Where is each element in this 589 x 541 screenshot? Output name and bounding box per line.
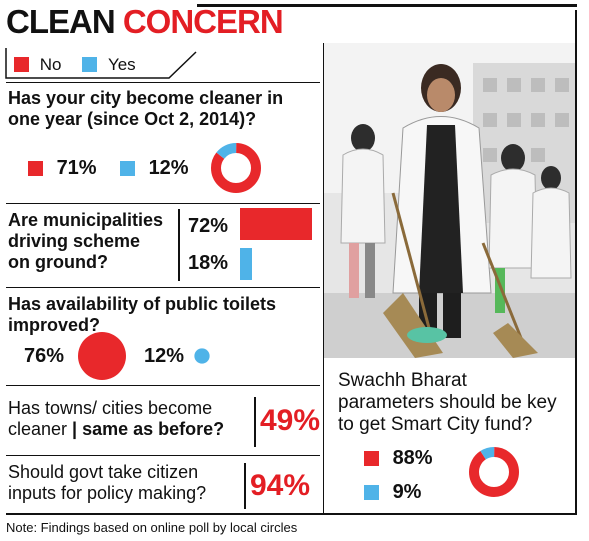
q6-slice-yes — [469, 447, 519, 497]
q3-bubble-yes — [194, 348, 210, 364]
q3-bubbles-yes — [194, 348, 210, 364]
q5-value: 94% — [250, 469, 311, 502]
q6-question: Swachh Bharat parameters should be key t… — [338, 370, 557, 435]
q5-divider — [244, 463, 246, 509]
q1-yes-swatch — [120, 161, 135, 177]
title-part2: CONCERN — [122, 3, 284, 40]
separator — [6, 385, 320, 386]
photo-doctors-sweeping — [323, 43, 575, 358]
q1-no-swatch — [28, 161, 43, 177]
q2-bar-yes — [240, 248, 252, 280]
separator — [6, 82, 320, 83]
separator — [6, 203, 320, 204]
q1-question: Has your city become cleaner in one year… — [8, 88, 284, 129]
q6-slice-no — [469, 447, 519, 497]
q2-bar-no — [240, 208, 312, 240]
photo-frame-left — [323, 43, 324, 513]
q2-bars — [240, 208, 312, 280]
q3-no-label: 76% — [24, 345, 65, 367]
separator — [6, 287, 320, 288]
q1-no-label: 71% — [56, 157, 97, 179]
page-title: CLEAN CONCERN — [6, 3, 284, 40]
q6-no-value: 88% — [364, 446, 433, 470]
q5-question: Should govt take citizen inputs for poli… — [8, 462, 207, 503]
q1-slice-no — [211, 143, 261, 193]
legend-yes-swatch — [82, 57, 98, 73]
right-rule — [575, 10, 577, 513]
q1-yes-label: 12% — [148, 157, 189, 179]
q3-question: Has availability of public toilets impro… — [8, 294, 277, 335]
q3-yes-label: 12% — [144, 345, 185, 367]
q3-bubbles-no — [78, 332, 126, 380]
q6-yes-swatch — [364, 485, 379, 501]
q1-no-value: 71% — [28, 156, 97, 180]
q6-yes-label: 9% — [392, 481, 422, 503]
legend-no-swatch — [14, 57, 29, 73]
q2-divider — [178, 209, 180, 281]
q3-bubble-no — [78, 332, 126, 380]
q4-question: Has towns/ cities become cleaner | same … — [8, 398, 225, 439]
separator — [6, 455, 320, 456]
q2-yes-label: 18% — [188, 252, 229, 274]
legend-yes-label: Yes — [107, 54, 136, 74]
q2-no-label: 72% — [188, 215, 229, 237]
q1-donut — [211, 143, 261, 193]
footnote: Note: Findings based on online poll by l… — [6, 520, 298, 535]
legend-no-label: No — [39, 54, 62, 74]
legend-frame — [5, 48, 197, 79]
q6-yes-value: 9% — [364, 480, 421, 504]
q1-slice-yes — [211, 143, 261, 193]
q1-yes-value: 12% — [120, 156, 189, 180]
q6-donut — [469, 447, 519, 497]
legend: No Yes — [6, 52, 186, 76]
q4-value: 49% — [260, 404, 321, 437]
q6-no-label: 88% — [392, 447, 433, 469]
title-part1: CLEAN — [6, 3, 116, 40]
q4-divider — [254, 397, 256, 447]
q2-question: Are municipalities driving scheme on gro… — [8, 210, 164, 272]
top-rule — [197, 4, 577, 7]
q6-no-swatch — [364, 451, 379, 467]
bottom-rule — [6, 513, 577, 515]
